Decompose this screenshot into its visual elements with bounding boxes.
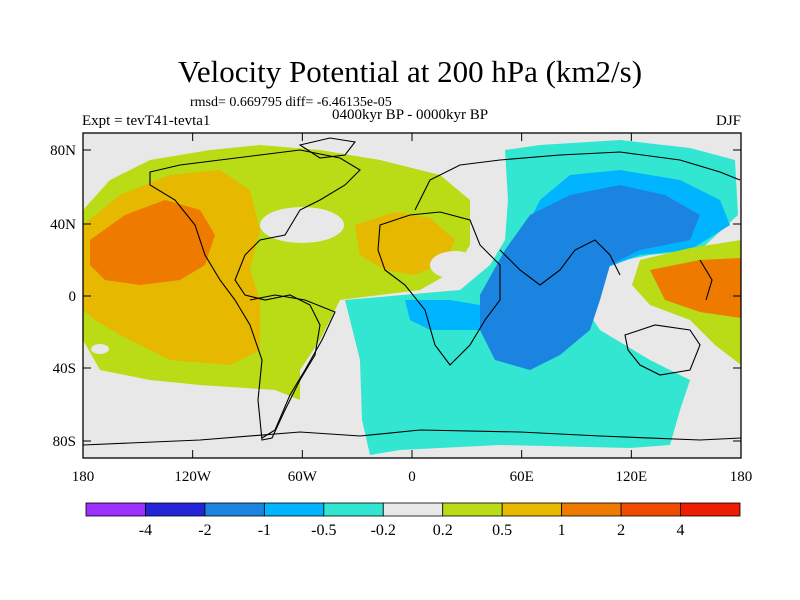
colorbar-label: -1: [258, 522, 271, 539]
colorbar-label: -4: [139, 522, 152, 539]
colorbar-label: 0.5: [492, 522, 512, 539]
lon-tick-label: 180: [730, 469, 753, 485]
period-label: 0400kyr BP - 0000kyr BP: [332, 107, 488, 123]
colorbar-label: 0.2: [433, 522, 453, 539]
field-neutral-patch-3: [91, 344, 109, 354]
lon-tick-label: 120E: [615, 469, 647, 485]
colorbar-swatch: [145, 502, 206, 517]
colorbar: -4 -2 -1 -0.5 -0.2 0.2 0.5 1 2 4: [85, 502, 741, 539]
field-neutral-patch-2: [430, 251, 480, 279]
colorbar-swatch: [204, 502, 265, 517]
lat-tick-label: 80N: [50, 143, 76, 159]
lon-tick-label: 60W: [288, 469, 318, 485]
lon-tick-label: 60E: [510, 469, 534, 485]
stats-label: rmsd= 0.669795 diff= -6.46135e-05: [190, 95, 392, 110]
page-title: Velocity Potential at 200 hPa (km2/s): [178, 54, 642, 89]
lon-tick-label: 180: [72, 469, 95, 485]
field-neg-strong: [480, 185, 700, 370]
colorbar-label: 2: [617, 522, 625, 539]
lon-tick-label: 120W: [174, 469, 212, 485]
lat-tick-label: 0: [69, 289, 77, 305]
colorbar-swatch: [382, 502, 444, 517]
colorbar-swatch: [442, 502, 503, 517]
lat-tick-label: 80S: [53, 434, 76, 450]
colorbar-swatch: [561, 502, 622, 517]
map-panel: [82, 132, 742, 459]
colorbar-label: -2: [198, 522, 211, 539]
colorbar-swatch: [323, 502, 384, 517]
lat-tick-label: 40N: [50, 217, 76, 233]
colorbar-swatch: [263, 502, 325, 517]
colorbar-swatch: [680, 502, 741, 517]
season-label: DJF: [716, 113, 741, 129]
field-pos-strong-wpac: [650, 258, 741, 318]
colorbar-swatch: [620, 502, 681, 517]
field-pos-strong: [90, 200, 215, 285]
lat-axis: 80N 40N 0 40S 80S: [50, 143, 741, 450]
colorbar-label: -0.2: [371, 522, 396, 539]
lon-tick-label: 0: [408, 469, 416, 485]
colorbar-label: 1: [558, 522, 566, 539]
field-neutral-patch: [260, 207, 344, 243]
lon-axis: 180 120W 60W 0 60E 120E 180: [72, 133, 753, 485]
coastlines: [83, 137, 741, 446]
colorbar-swatch: [85, 502, 146, 517]
colorbar-label: 4: [677, 522, 685, 539]
expt-label: Expt = tevT41-tevta1: [82, 113, 210, 129]
colorbar-label: -0.5: [311, 522, 336, 539]
colorbar-swatch: [501, 502, 563, 517]
lat-tick-label: 40S: [53, 361, 76, 377]
